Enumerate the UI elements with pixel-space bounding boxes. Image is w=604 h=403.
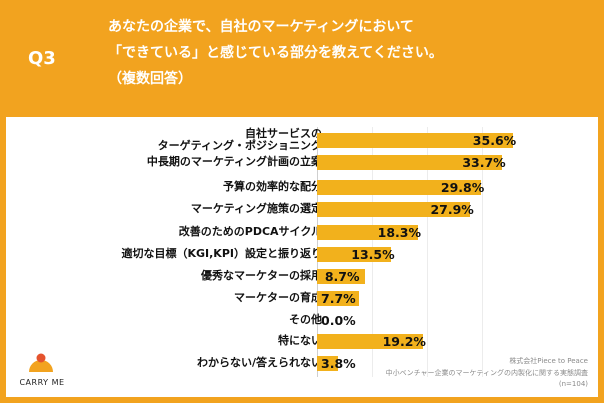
data-label: 7.7%	[321, 290, 356, 306]
category-label: 改善のためのPDCAサイクル	[178, 225, 322, 238]
data-label: 19.2%	[382, 333, 426, 349]
data-label: 33.7%	[462, 154, 506, 170]
bar	[317, 224, 418, 240]
bar	[317, 201, 471, 217]
bar	[317, 355, 338, 371]
category-label: 予算の効率的な配分	[223, 180, 322, 193]
data-label: 27.9%	[430, 201, 474, 217]
category-label: マーケターの育成	[234, 291, 322, 304]
source-note-sample-size: (n=104)	[558, 380, 588, 388]
data-label: 18.3%	[377, 224, 422, 240]
bar	[317, 179, 481, 195]
data-label: 3.8%	[321, 355, 356, 371]
title-line-2: 「できている」と感じている部分を教えてください。	[108, 45, 443, 61]
data-label: 35.6%	[472, 132, 517, 148]
category-label: マーケティング施策の選定	[190, 202, 322, 215]
category-label: 特にない	[278, 334, 322, 347]
question-title: あなたの企業で、自社のマーケティングにおいて 「できている」と感じている部分を教…	[108, 14, 588, 92]
bar	[317, 154, 503, 170]
bar	[317, 132, 513, 148]
bar	[317, 268, 365, 284]
category-label: 優秀なマーケターの採用	[201, 269, 322, 282]
category-label: その他	[289, 313, 322, 326]
carry-me-logo-icon	[29, 353, 53, 372]
category-label: 中長期のマーケティング計画の立案	[146, 155, 322, 168]
data-label: 0.0%	[321, 312, 356, 328]
data-label: 8.7%	[324, 268, 360, 284]
bar	[317, 333, 423, 349]
bar	[317, 246, 392, 262]
category-label: わからない/答えられない	[196, 356, 322, 369]
data-label: 13.5%	[351, 246, 395, 262]
source-note-company: 株式会社Piece to Peace	[509, 357, 588, 365]
gridline-20	[427, 127, 428, 377]
title-line-3: （複数回答）	[108, 71, 192, 87]
gridline-30	[482, 127, 483, 377]
category-label: 自社サービスの ターゲティング・ポジショニング	[157, 127, 322, 152]
source-note-survey: 中小ベンチャー企業のマーケティングの内製化に関する実態調査	[385, 369, 588, 377]
bar	[317, 290, 360, 306]
data-label: 29.8%	[440, 179, 485, 195]
question-number: Q3	[28, 48, 56, 69]
category-label: 適切な目標（KGI,KPI）設定と振り返り	[121, 247, 322, 260]
brand-name: CARRY ME	[19, 378, 65, 387]
title-line-1: あなたの企業で、自社のマーケティングにおいて	[108, 19, 414, 35]
